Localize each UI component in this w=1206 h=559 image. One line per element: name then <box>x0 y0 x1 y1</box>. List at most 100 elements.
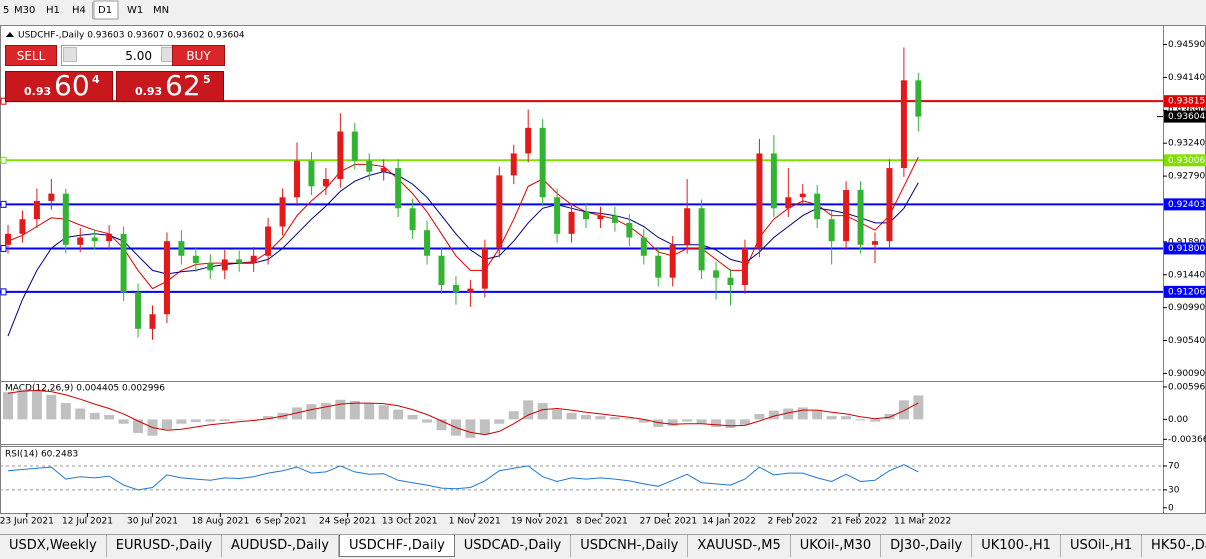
x-tick-label: 18 Aug 2021 <box>192 517 250 527</box>
candle-body <box>48 193 55 201</box>
x-tick-label: 14 Jan 2022 <box>702 517 756 527</box>
candle-body <box>597 215 604 220</box>
chart-tab[interactable]: USOil-,H1 <box>1061 535 1143 557</box>
timeframe-button[interactable]: H4 <box>72 5 86 16</box>
candle-body <box>828 219 835 242</box>
timeframe-button[interactable]: D1 <box>98 5 112 16</box>
macd-bar <box>234 419 245 420</box>
ask-price[interactable]: 0.93 62 5 <box>116 69 224 102</box>
candle-body <box>452 284 459 293</box>
y-tick-label: 0.94590 <box>1168 40 1205 50</box>
level-label: 0.91800 <box>1168 244 1205 254</box>
timeframe-button[interactable]: H1 <box>46 5 60 16</box>
price-big: 62 <box>165 69 201 102</box>
macd-bar <box>841 416 852 420</box>
candle-body <box>62 193 69 245</box>
timeframe-button[interactable]: M30 <box>14 5 35 16</box>
candle-body <box>669 244 676 278</box>
chart-tab[interactable]: USDCNH-,Daily <box>571 535 689 557</box>
candle-body <box>294 160 300 198</box>
chart-tab[interactable]: XAUUSD-,M5 <box>688 535 791 557</box>
candle-body <box>554 197 561 234</box>
chart-tab[interactable]: USDCHF-,Daily <box>338 535 455 557</box>
candle-body <box>583 211 589 220</box>
bid-price[interactable]: 0.93 60 4 <box>5 69 113 102</box>
x-tick-label: 11 Mar 2022 <box>894 517 951 527</box>
macd-bar <box>364 403 375 420</box>
price-big: 60 <box>54 69 90 102</box>
sell-button[interactable]: SELL <box>5 45 57 66</box>
candle-body <box>684 208 691 245</box>
x-tick-label: 30 Jul 2021 <box>127 517 178 527</box>
macd-bar <box>205 419 216 422</box>
chart-tab[interactable]: AUDUSD-,Daily <box>222 535 339 557</box>
macd-bar <box>219 419 230 422</box>
level-label: 0.93815 <box>1168 97 1205 107</box>
candle-body <box>337 131 344 180</box>
x-tick-label: 1 Nov 2021 <box>449 517 501 527</box>
level-handle <box>0 244 7 252</box>
macd-bar <box>306 404 317 420</box>
moving-average <box>7 171 919 337</box>
last-price-label: 0.93604 <box>1168 112 1205 122</box>
macd-bar <box>393 409 404 420</box>
y-tick-label: 0.91440 <box>1168 270 1205 280</box>
macd-bar <box>422 419 433 423</box>
chart-tab[interactable]: EURUSD-,Daily <box>107 535 223 557</box>
candle-body <box>510 153 517 176</box>
candle-body <box>5 233 11 245</box>
y-tick-label: 70 <box>1168 461 1180 471</box>
candle-body <box>236 259 243 264</box>
candle-body <box>713 270 720 278</box>
macd-bar <box>104 415 115 420</box>
level-label-bg <box>1164 95 1206 108</box>
macd-bar <box>898 400 909 420</box>
candle-body <box>539 127 546 198</box>
price-small: 5 <box>203 73 211 86</box>
chart-tabs: USDX,Weekly EURUSD-,Daily AUDUSD-,Daily USD… <box>0 534 1206 559</box>
candle-body <box>308 160 315 187</box>
chart-tab[interactable]: UKOil-,M30 <box>791 535 882 557</box>
candle-body <box>135 292 142 329</box>
timeframe-button[interactable]: MN <box>153 5 169 16</box>
level-label: 0.92403 <box>1168 200 1205 210</box>
indicator-title: MACD(12,26,9) 0.004405 0.002996 <box>5 384 165 394</box>
macd-bar <box>754 413 765 420</box>
macd-bar <box>60 403 71 420</box>
chart-tab[interactable]: DJ30-,Daily <box>881 535 973 557</box>
level-handle <box>0 156 7 164</box>
macd-bar <box>667 419 678 426</box>
macd-bar <box>523 400 534 420</box>
y-tick-label: 0.92790 <box>1168 172 1205 182</box>
macd-bar <box>465 419 476 438</box>
indicator-title: RSI(14) 60.2483 <box>5 450 78 460</box>
x-tick-label: 6 Sep 2021 <box>255 517 306 527</box>
chart-tab[interactable]: USDCAD-,Daily <box>455 535 572 557</box>
macd-bar <box>3 392 13 420</box>
chart-tab[interactable]: HK50-,Daily <box>1142 535 1206 557</box>
lot-down[interactable] <box>63 47 77 62</box>
moving-average <box>7 156 919 290</box>
macd-bar <box>17 389 28 420</box>
level-label: 0.91206 <box>1168 287 1205 297</box>
timeframe-button[interactable]: W1 <box>127 5 143 16</box>
candle-body <box>481 248 488 289</box>
x-tick-label: 23 Jun 2021 <box>0 517 54 527</box>
candle-body <box>322 179 329 187</box>
candle-body <box>395 168 402 209</box>
macd-bar <box>479 419 490 435</box>
macd-bar <box>552 409 563 420</box>
candle-body <box>741 248 748 285</box>
active-timeframe <box>93 0 119 20</box>
collapse-arrow[interactable] <box>6 32 14 37</box>
x-tick-label: 21 Feb 2022 <box>831 517 887 527</box>
candle-body <box>626 222 633 238</box>
chart-tab[interactable]: USDX,Weekly <box>0 535 107 557</box>
lot-input[interactable]: 5.00 <box>61 45 177 66</box>
macd-bar <box>407 415 418 420</box>
macd-bar <box>75 408 86 420</box>
chart-tab[interactable]: UK100-,H1 <box>972 535 1061 557</box>
buy-button[interactable]: BUY <box>172 45 225 66</box>
timeframe-button[interactable]: 5 <box>3 5 9 16</box>
